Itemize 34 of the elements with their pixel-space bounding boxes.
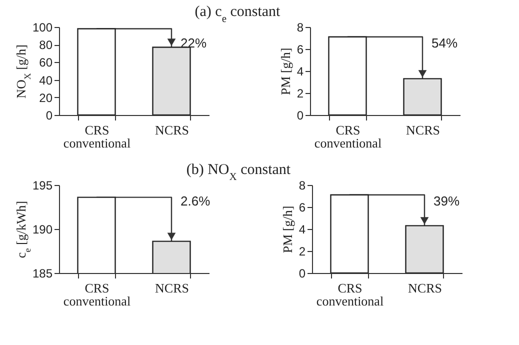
y-tick-label: 4	[298, 222, 306, 236]
y-tick-label: 0	[298, 266, 306, 280]
y-tick-label: 2	[296, 86, 304, 100]
x-tick-label: NCRS	[155, 122, 189, 138]
y-axis-title: PM [g/h]	[280, 206, 295, 254]
y-tick-label: 60	[39, 56, 53, 70]
y-tick-label: 8	[296, 20, 304, 34]
y-tick-label: 20	[39, 90, 53, 105]
x-tick-label: CRS conventional	[316, 280, 384, 308]
x-tick-label: NCRS	[408, 280, 442, 296]
annotation: 2.6%	[180, 194, 211, 209]
chart-title: (a) c$_{e}$ constant	[194, 4, 282, 24]
x-tick-label: CRS conventional	[63, 280, 131, 308]
chart-title: (b) NO$_{X}$ constant	[186, 162, 292, 182]
y-tick-label: 4	[296, 64, 304, 78]
y-tick-label: 40	[39, 73, 53, 88]
y-tick-label: 8	[298, 178, 306, 192]
y-tick-label: 195	[32, 178, 53, 192]
annotation: 39%	[434, 194, 460, 209]
annotation: 54%	[432, 36, 458, 51]
y-tick-label: 6	[298, 200, 306, 214]
x-tick-label: CRS conventional	[63, 122, 131, 150]
y-tick-label: 6	[296, 42, 304, 56]
y-tick-label: 0	[296, 108, 304, 122]
y-tick-label: 190	[32, 222, 53, 236]
y-tick-label: 80	[39, 38, 53, 52]
y-tick-label: 185	[32, 266, 53, 280]
y-tick-label: 2	[298, 244, 306, 258]
x-tick-label: NCRS	[406, 122, 440, 138]
y-tick-label: 100	[32, 20, 53, 34]
x-tick-label: CRS conventional	[314, 122, 382, 150]
y-tick-label: 0	[46, 108, 53, 122]
x-tick-label: NCRS	[155, 280, 189, 296]
y-axis-title: PM [g/h]	[278, 48, 293, 96]
